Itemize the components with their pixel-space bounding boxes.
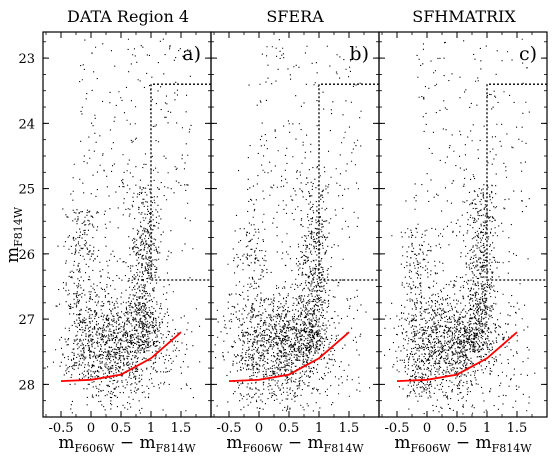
- x-tick-label: 0: [423, 421, 431, 436]
- x-tick-label: 0: [255, 421, 263, 436]
- panel-frame: [378, 31, 548, 418]
- y-axis-label-base: m: [3, 247, 23, 263]
- panel-letter-label: c): [519, 43, 537, 65]
- svg-text:mF814W: mF814W: [3, 206, 25, 263]
- x-tick-label: -0.5: [384, 421, 409, 436]
- y-tick-label: 23: [18, 52, 35, 67]
- completeness-curve: [228, 331, 350, 382]
- x-tick-label: 1: [147, 421, 155, 436]
- star-points: [384, 38, 536, 415]
- x-tick-label: 1.5: [507, 421, 528, 436]
- selection-box: [318, 83, 379, 281]
- panel-frame: [210, 31, 380, 418]
- completeness-curve: [60, 331, 182, 382]
- x-tick-label: -0.5: [216, 421, 241, 436]
- panel-c-title: SFHMATRIX: [412, 7, 516, 26]
- x-tick-label: -0.5: [48, 421, 73, 436]
- completeness-curve: [396, 331, 518, 382]
- x-tick-label: 1.5: [339, 421, 360, 436]
- selection-box: [486, 83, 547, 281]
- x-tick-label: 1.5: [171, 421, 192, 436]
- y-tick-label: 27: [18, 313, 35, 328]
- panel-letter-label: a): [182, 43, 201, 65]
- panel-data-region-4: -0.5 0 0.5 1 1.5 23 24 25 26 27 28 a): [18, 31, 212, 436]
- y-axis-label-sub: F814W: [12, 206, 25, 247]
- x-axis-label: mF606W − mF814W: [58, 433, 196, 455]
- star-point-markers: [214, 39, 371, 412]
- star-point-markers: [47, 38, 201, 415]
- panel-a-title: DATA Region 4: [67, 7, 189, 26]
- y-tick-label: 26: [18, 248, 35, 263]
- x-axis-label: mF606W − mF814W: [226, 433, 364, 455]
- x-tick-label: 0: [87, 421, 95, 436]
- star-points: [214, 39, 371, 412]
- panel-letter-label: b): [349, 43, 369, 65]
- x-axis-label: mF606W − mF814W: [394, 433, 532, 455]
- panel-b-title: SFERA: [266, 7, 324, 26]
- star-points: [47, 38, 201, 415]
- star-point-markers: [384, 38, 536, 415]
- x-tick-label: 1: [483, 421, 491, 436]
- selection-box: [150, 83, 211, 281]
- x-tick-label: 1: [315, 421, 323, 436]
- y-tick-label: 24: [18, 117, 35, 132]
- y-tick-label: 25: [18, 183, 35, 198]
- y-tick-label: 28: [18, 378, 35, 393]
- y-axis-label: mF814W: [3, 206, 25, 263]
- x-tick-label: 0.5: [111, 421, 132, 436]
- panel-sfera: -0.5 0 0.5 1 1.5 b): [210, 31, 380, 436]
- x-tick-label: 0.5: [279, 421, 300, 436]
- x-tick-label: 0.5: [447, 421, 468, 436]
- panel-sfhmatrix: -0.5 0 0.5 1 1.5 c): [378, 31, 548, 436]
